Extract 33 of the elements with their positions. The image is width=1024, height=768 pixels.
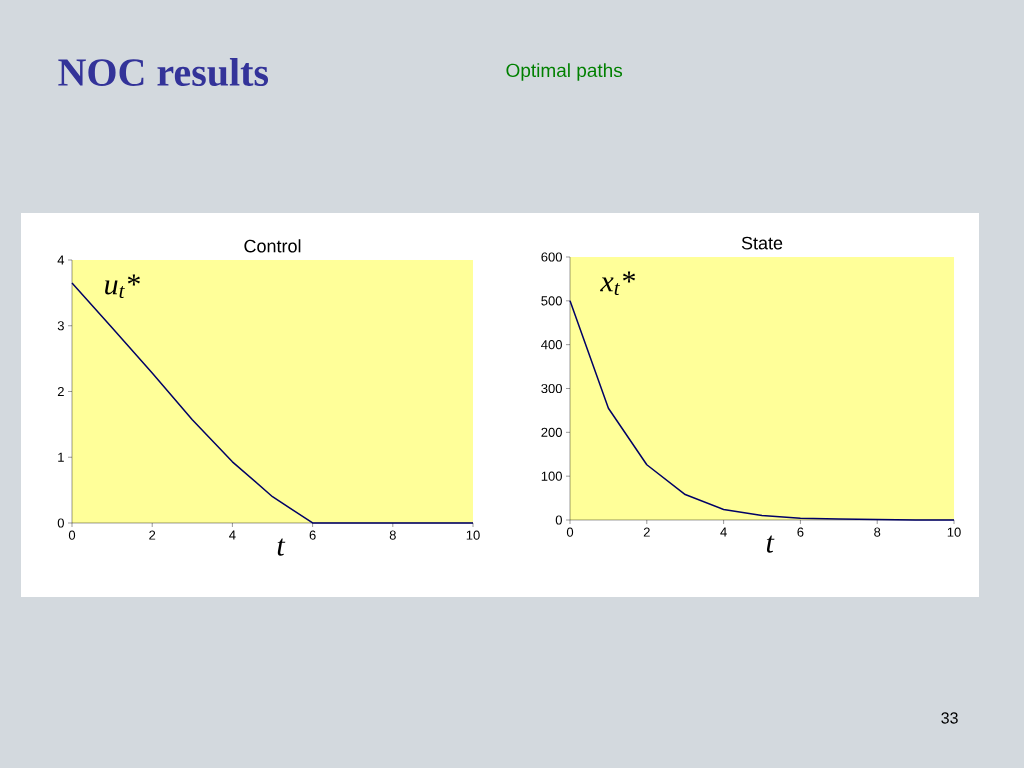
y-tick-label: 200 [541,427,562,437]
chart-title: Control [244,239,301,253]
x-tick-label: 8 [874,527,881,537]
y-tick-label: 4 [57,255,65,265]
y-tick-label: 300 [541,383,562,394]
x-tick-label: 0 [68,530,76,540]
y-tick-label: 600 [541,252,562,262]
y-tick-label: 3 [57,321,64,331]
text: NOC results [58,57,269,87]
y-tick-label: 500 [541,296,562,306]
x-tick-label: 10 [466,530,480,540]
chart-title: State [741,236,783,250]
y-tick-label: 1 [58,452,64,462]
annotation: u$_{t}$* [105,274,140,299]
text: 33 [941,712,958,724]
x-tick-label: 4 [229,530,236,540]
y-tick-label: 2 [57,386,64,397]
x-tick-label: 2 [643,527,650,537]
text: Optimal paths [506,63,623,81]
x-axis-title: t [766,535,775,553]
annotation: x$_{t}$* [600,271,636,296]
x-tick-label: 2 [149,530,156,540]
x-tick-label: 0 [566,527,574,537]
x-tick-label: 6 [797,527,804,537]
x-tick-label: 10 [947,527,961,537]
x-axis-title: t [277,538,286,556]
y-tick-label: 0 [555,515,562,525]
y-tick-label: 400 [541,340,562,350]
y-tick-label: 0 [57,518,64,528]
x-tick-label: 4 [720,527,727,537]
x-tick-label: 6 [309,530,316,540]
y-tick-label: 100 [541,471,562,481]
x-tick-label: 8 [389,530,396,540]
